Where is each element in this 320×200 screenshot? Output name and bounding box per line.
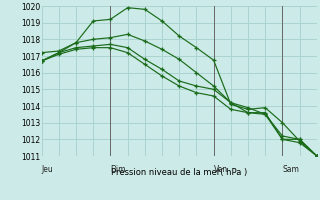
Text: Dim: Dim bbox=[110, 165, 126, 174]
Text: Jeu: Jeu bbox=[42, 165, 53, 174]
Text: Sam: Sam bbox=[282, 165, 299, 174]
Text: Ven: Ven bbox=[214, 165, 228, 174]
X-axis label: Pression niveau de la mer( hPa ): Pression niveau de la mer( hPa ) bbox=[111, 168, 247, 178]
